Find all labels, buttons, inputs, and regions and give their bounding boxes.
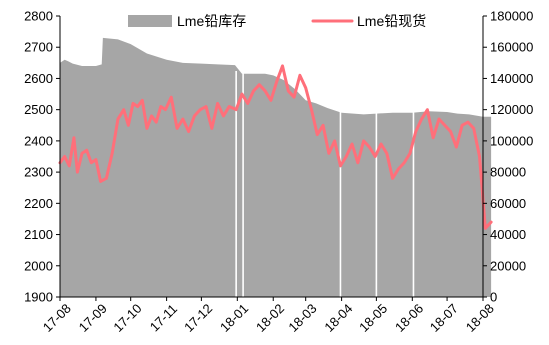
right-y-tick-label-5: 100000 bbox=[490, 133, 533, 148]
left-y-tick-label-1: 2000 bbox=[24, 258, 53, 273]
left-y-tick-label-2: 2100 bbox=[24, 227, 53, 242]
left-y-tick-label-5: 2400 bbox=[24, 133, 53, 148]
x-tick-label-10: 18-06 bbox=[392, 301, 426, 335]
left-y-tick-label-7: 2600 bbox=[24, 71, 53, 86]
right-y-tick-label-6: 120000 bbox=[490, 102, 533, 117]
axes: 1900 2000 2100 2200 2300 2400 2500 2600 2700 2800… bbox=[24, 9, 533, 335]
right-y-tick-label-0: 0 bbox=[490, 290, 497, 305]
x-tick-label-5: 18-01 bbox=[217, 301, 251, 335]
x-tick-label-7: 18-03 bbox=[285, 301, 319, 335]
x-tick-label-12: 18-08 bbox=[463, 301, 497, 335]
plot-area bbox=[58, 37, 493, 297]
left-y-axis-ticks: 1900 2000 2100 2200 2300 2400 2500 2600 2700 2800 bbox=[24, 9, 60, 305]
left-y-tick-label-8: 2700 bbox=[24, 40, 53, 55]
left-y-tick-label-3: 2200 bbox=[24, 196, 53, 211]
right-y-tick-label-4: 80000 bbox=[490, 165, 526, 180]
x-tick-label-11: 18-07 bbox=[427, 301, 461, 335]
inventory-area bbox=[60, 37, 492, 297]
legend: Lme铅库存 Lme铅现货 bbox=[128, 13, 426, 29]
x-tick-label-0: 17-08 bbox=[40, 301, 74, 335]
right-y-tick-label-2: 40000 bbox=[490, 227, 526, 242]
right-y-tick-label-9: 180000 bbox=[490, 9, 533, 24]
x-tick-label-6: 18-02 bbox=[253, 301, 287, 335]
left-y-tick-label-4: 2300 bbox=[24, 165, 53, 180]
left-y-tick-label-6: 2500 bbox=[24, 102, 53, 117]
x-tick-label-2: 17-10 bbox=[110, 301, 144, 335]
spot-price-line bbox=[58, 64, 493, 230]
left-y-tick-label-0: 1900 bbox=[24, 290, 53, 305]
legend-inventory-swatch bbox=[128, 15, 172, 27]
x-tick-label-8: 18-04 bbox=[321, 301, 355, 335]
legend-spot-label: Lme铅现货 bbox=[357, 13, 426, 29]
right-y-tick-label-1: 20000 bbox=[490, 258, 526, 273]
x-tick-label-1: 17-09 bbox=[76, 301, 110, 335]
x-tick-label-3: 17-11 bbox=[147, 301, 180, 334]
right-y-tick-label-8: 160000 bbox=[490, 40, 533, 55]
inventory-gaps bbox=[235, 71, 415, 297]
x-axis-ticks: 17-08 17-09 17-10 17-11 17-12 18-01 18-0218-03… bbox=[40, 297, 497, 335]
x-tick-label-4: 17-12 bbox=[181, 301, 215, 335]
left-y-tick-label-9: 2800 bbox=[24, 9, 53, 24]
right-y-axis-ticks: 0 20000 40000 60000 80000 100000 120000 140000 1… bbox=[483, 9, 533, 305]
x-tick-label-9: 18-05 bbox=[356, 301, 390, 335]
legend-inventory-label: Lme铅库存 bbox=[177, 13, 246, 29]
right-y-tick-label-3: 60000 bbox=[490, 196, 526, 211]
right-y-tick-label-7: 140000 bbox=[490, 71, 533, 86]
